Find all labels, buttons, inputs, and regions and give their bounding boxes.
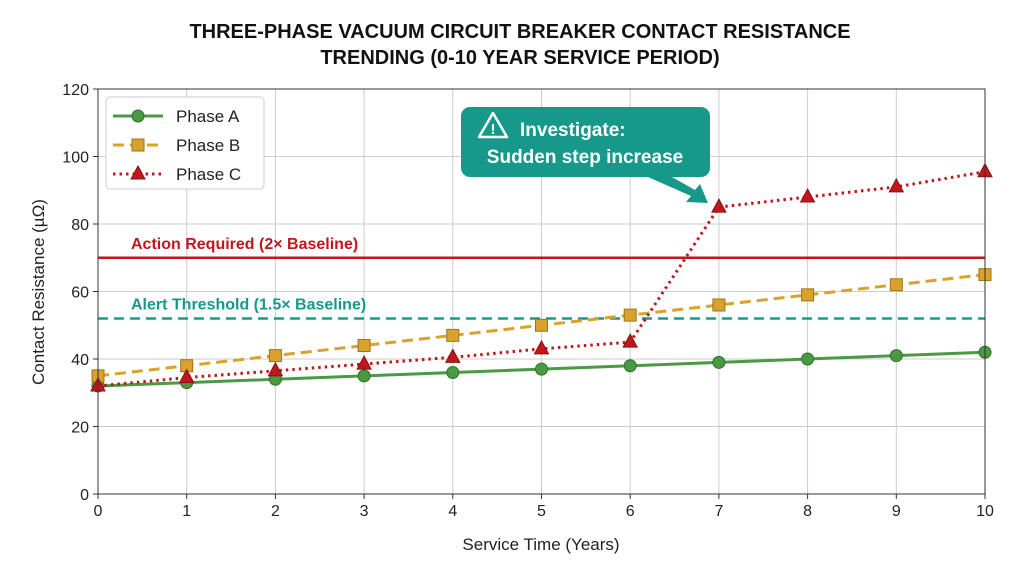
legend-label: Phase B <box>176 136 240 155</box>
data-point <box>357 339 371 352</box>
data-point <box>356 355 372 370</box>
data-point <box>535 362 548 376</box>
data-point <box>357 369 371 383</box>
annotation: ! Investigate: Sudden step increase <box>461 107 710 203</box>
plot-frame <box>97 88 986 495</box>
y-axis-label: Contact Resistance (µΩ) <box>29 199 48 385</box>
x-tick-label: 7 <box>714 503 723 520</box>
y-tick-label: 80 <box>71 217 89 234</box>
data-point <box>889 278 903 292</box>
x-axis-label: Service Time (Years) <box>462 535 619 554</box>
x-tick-label: 6 <box>626 503 635 520</box>
series-line <box>97 170 986 388</box>
data-point <box>622 333 639 348</box>
reference-line-label: Alert Threshold (1.5× Baseline) <box>131 297 366 314</box>
data-point <box>623 308 637 322</box>
y-tick-label: 20 <box>71 420 89 437</box>
data-point <box>799 187 816 203</box>
data-point <box>533 339 550 355</box>
legend-box <box>105 96 265 190</box>
legend-marker <box>131 109 145 123</box>
legend-marker <box>131 138 145 152</box>
data-point <box>446 366 460 379</box>
x-tick-label: 3 <box>360 503 369 520</box>
data-point <box>268 349 282 363</box>
data-point <box>623 359 637 373</box>
x-tick-label: 2 <box>271 503 280 520</box>
data-point <box>888 177 905 193</box>
annotation-line-2: Sudden step increase <box>487 147 683 168</box>
chart-title-line-2: TRENDING (0-10 YEAR SERVICE PERIOD) <box>320 47 719 69</box>
x-tick-label: 4 <box>448 503 457 520</box>
data-point <box>712 298 726 312</box>
legend: Phase A Phase B Phase C <box>105 96 265 190</box>
data-point <box>801 352 815 366</box>
warning-triangle-outline <box>477 111 509 139</box>
x-tick-label: 5 <box>537 503 546 520</box>
data-point <box>444 348 461 363</box>
data-point <box>889 349 903 363</box>
data-point <box>801 288 815 302</box>
annotation-arrow <box>648 177 708 203</box>
data-point <box>178 368 195 384</box>
data-point <box>711 198 727 213</box>
x-tick-label: 10 <box>976 503 994 520</box>
y-tick-label: 40 <box>71 352 89 369</box>
x-tick-label: 1 <box>182 503 191 520</box>
y-tick-label: 0 <box>80 487 89 504</box>
y-tick-label: 100 <box>62 150 89 167</box>
data-point <box>446 328 460 342</box>
warning-exclamation: ! <box>491 121 496 138</box>
data-point <box>267 361 284 377</box>
legend-label: Phase C <box>176 165 241 184</box>
annotation-line-1: Investigate: <box>520 120 626 141</box>
data-point <box>535 318 548 332</box>
legend-label: Phase A <box>176 107 240 126</box>
reference-line-label: Action Required (2× Baseline) <box>131 236 358 253</box>
data-point <box>712 355 726 369</box>
series-group <box>90 162 993 393</box>
warning-triangle-icon: ! <box>477 111 509 139</box>
x-tick-label: 0 <box>94 503 103 520</box>
reference-lines: Action Required (2× Baseline) Alert Thres… <box>98 236 985 320</box>
y-tick-label: 60 <box>71 285 89 302</box>
annotation-box <box>461 107 710 177</box>
legend-marker <box>130 164 146 180</box>
x-tick-label: 8 <box>803 503 812 520</box>
chart-title-line-1: THREE-PHASE VACUUM CIRCUIT BREAKER CONTA… <box>189 21 850 43</box>
y-tick-label: 120 <box>62 82 89 99</box>
x-tick-label: 9 <box>892 503 901 520</box>
